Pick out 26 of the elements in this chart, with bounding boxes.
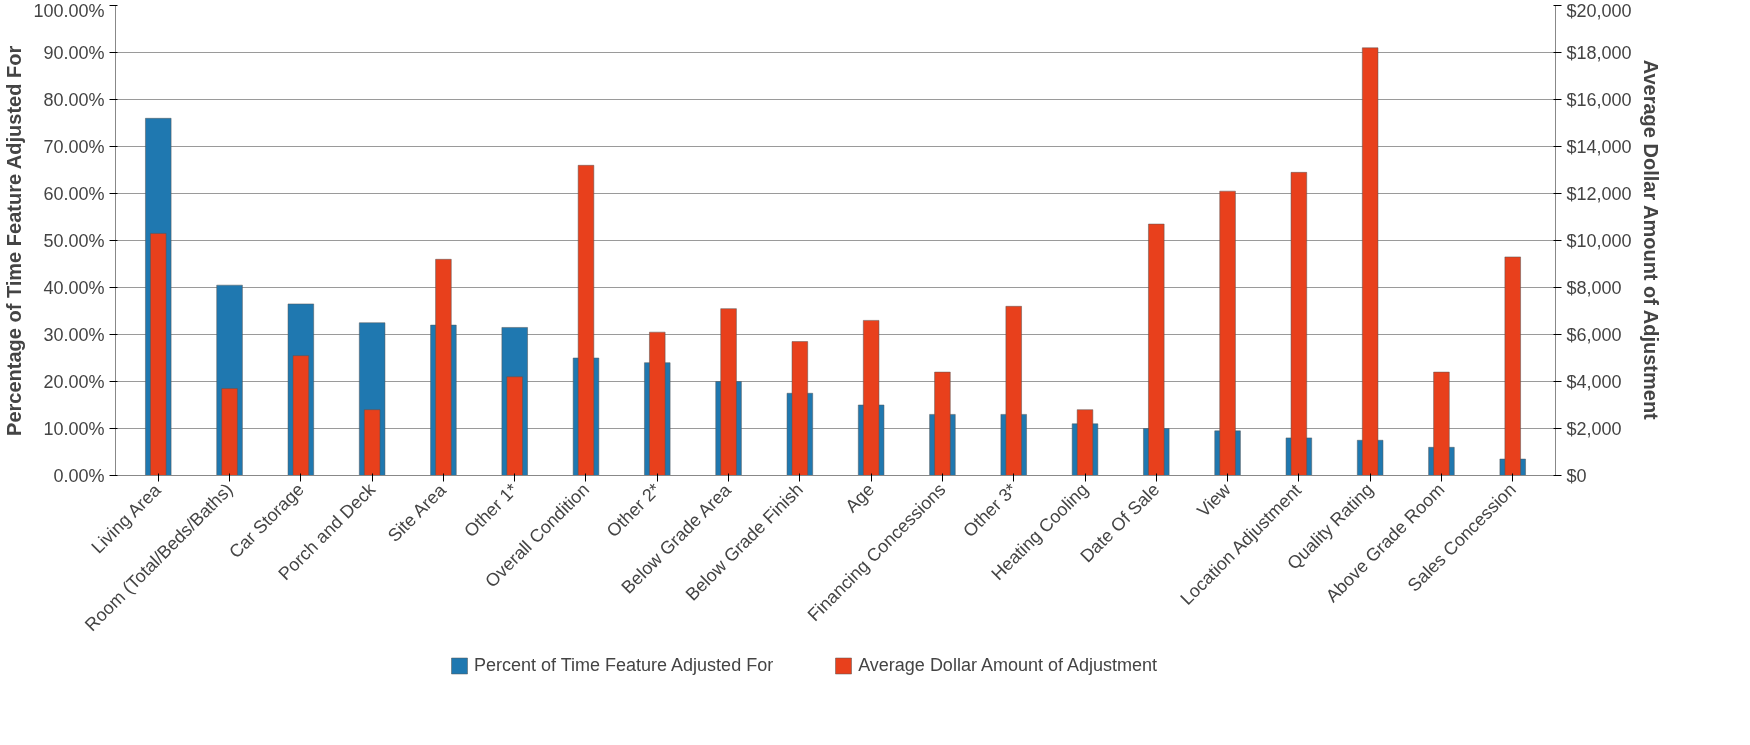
y2-tick-label: $20,000	[1566, 0, 1632, 21]
y2-tick-label: $4,000	[1566, 371, 1622, 392]
y2-tick-label: $18,000	[1566, 42, 1632, 63]
y2-tick-label: $2,000	[1566, 418, 1622, 439]
y2-tick-label: $12,000	[1566, 183, 1632, 204]
y-tick-label: 100.00%	[33, 0, 105, 21]
y-tick-label: 60.00%	[43, 183, 105, 204]
y-tick-label: 80.00%	[43, 89, 105, 110]
y-axis-title: Percentage of Time Feature Adjusted For	[3, 45, 26, 436]
y-tick-label: 20.00%	[43, 371, 105, 392]
y-tick-label: 50.00%	[43, 230, 105, 251]
legend-label: Percent of Time Feature Adjusted For	[474, 654, 774, 676]
y-tick-label: 10.00%	[43, 418, 105, 439]
y-tick-label: 0.00%	[53, 465, 105, 486]
y2-tick-label: $0	[1566, 465, 1587, 486]
y-tick-label: 40.00%	[43, 277, 105, 298]
y-tick-label: 30.00%	[43, 324, 105, 345]
y2-axis-title: Average Dollar Amount of Adjustment	[1639, 59, 1662, 421]
y-tick-label: 90.00%	[43, 42, 105, 63]
y2-tick-label: $16,000	[1566, 89, 1632, 110]
legend-label: Average Dollar Amount of Adjustment	[858, 654, 1157, 676]
y2-tick-label: $10,000	[1566, 230, 1632, 251]
y-tick-label: 70.00%	[43, 136, 105, 157]
y2-tick-label: $6,000	[1566, 324, 1622, 345]
y2-tick-label: $8,000	[1566, 277, 1622, 298]
y2-tick-label: $14,000	[1566, 136, 1632, 157]
